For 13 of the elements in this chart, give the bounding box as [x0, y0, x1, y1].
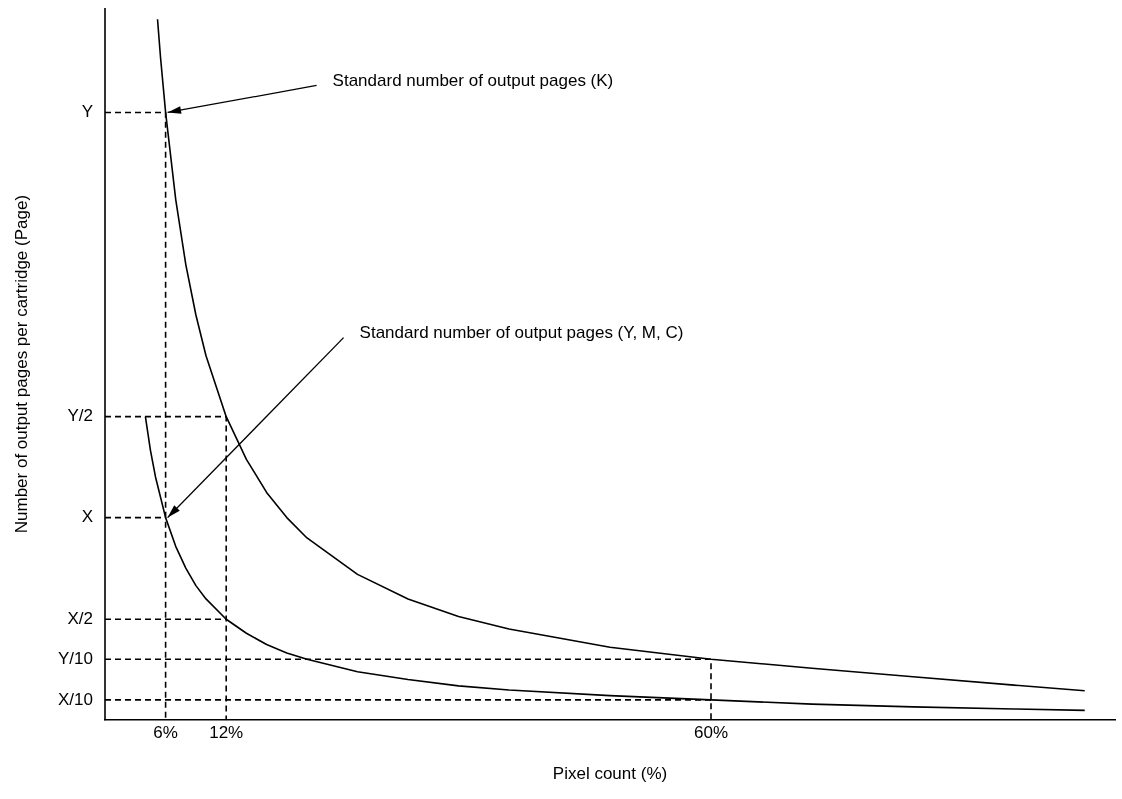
y-axis-title: Number of output pages per cartridge (Page) [11, 194, 31, 534]
x-tick-label: 6% [153, 723, 178, 743]
series-label: Y/10 [58, 648, 93, 668]
annotation: Standard number of output pages (Y, M, C) [359, 323, 684, 343]
series-label: Y/2 [67, 406, 93, 426]
x-axis-title: Pixel count (%) [552, 764, 668, 784]
series-label: Y [81, 102, 93, 122]
annotation: Standard number of output pages (K) [332, 71, 614, 91]
series-label: X/10 [58, 689, 93, 709]
series-label: X [81, 507, 93, 527]
x-tick-label: 60% [693, 723, 729, 743]
x-tick-label: 12% [209, 723, 244, 743]
series-label: X/2 [67, 608, 93, 628]
